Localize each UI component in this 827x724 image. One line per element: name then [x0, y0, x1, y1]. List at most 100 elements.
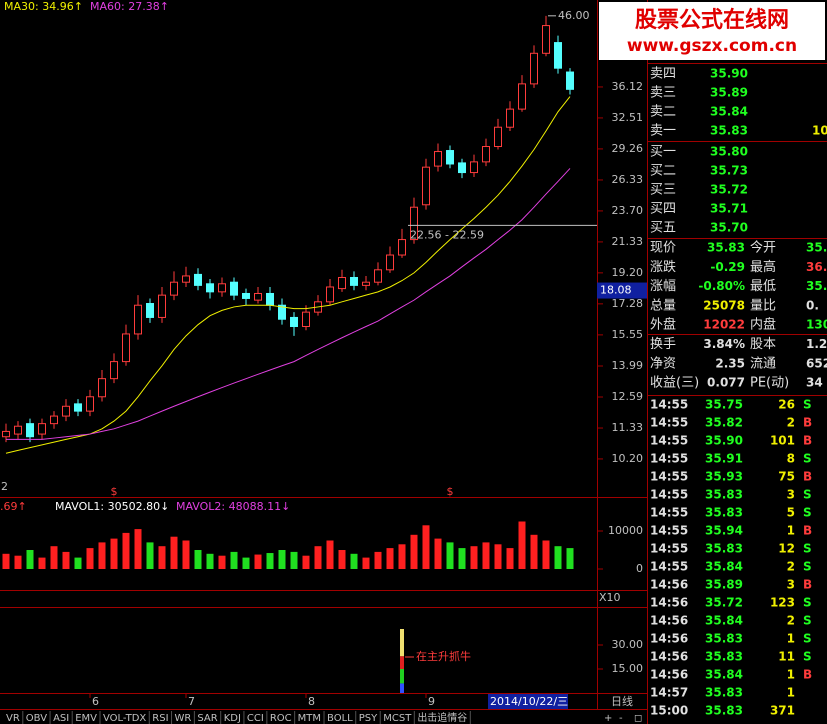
zoom-button[interactable]: -	[619, 713, 623, 724]
trade-price: 35.83	[705, 506, 743, 520]
quote-label: 涨幅	[650, 279, 676, 294]
indicator-tab[interactable]: SAR	[197, 713, 217, 724]
signal: $	[447, 485, 454, 498]
indicator-tab[interactable]: ASI	[53, 713, 69, 724]
indicator-tab[interactable]: MCST	[383, 713, 412, 724]
volume-bar	[230, 551, 238, 569]
volume-bar	[62, 551, 70, 569]
candle-body	[266, 292, 274, 306]
quote-label: 现价	[650, 241, 676, 256]
trade-price: 35.83	[705, 632, 743, 646]
y-tick-label: 29.26	[612, 142, 644, 155]
quote-label: 净资	[650, 356, 676, 371]
cursor-date: 2014/10/22/三	[490, 695, 568, 708]
indicator-tab[interactable]: MTM	[298, 713, 321, 724]
trade-side: B	[803, 578, 812, 592]
zoom-button[interactable]: +	[604, 713, 612, 724]
volume-bar	[182, 540, 190, 569]
book-label: 买四	[650, 202, 676, 217]
trade-volume: 1	[787, 632, 795, 646]
candle-body	[86, 396, 94, 412]
y-tick-label: 32.51	[612, 111, 644, 124]
volume-bar	[554, 546, 562, 569]
quote-value: 36.	[806, 260, 827, 274]
indicator-tab[interactable]: KDJ	[224, 713, 241, 724]
zoom-button[interactable]: ◻	[634, 713, 642, 724]
y-tick-label: 10.20	[612, 452, 644, 465]
trade-price: 35.84	[705, 614, 743, 628]
candle-body	[194, 273, 202, 286]
trade-price: 35.84	[705, 668, 743, 682]
trade-time: 14:55	[650, 560, 688, 574]
candle-body	[302, 311, 310, 327]
trade-volume: 26	[778, 398, 795, 412]
volume-bar	[518, 521, 526, 569]
indicator-tab[interactable]: PSY	[359, 713, 378, 724]
candle-body	[134, 304, 142, 335]
candle-body	[386, 254, 394, 271]
volume-bar	[422, 525, 430, 569]
trade-time: 14:56	[650, 596, 688, 610]
quote-label: PE(动)	[750, 376, 789, 391]
candle-body	[326, 286, 334, 303]
trade-side: S	[803, 452, 812, 466]
trade-time: 14:57	[650, 686, 688, 700]
quote-label: 总量	[650, 298, 676, 313]
trade-price: 35.83	[705, 650, 743, 664]
indicator-tab[interactable]: WR	[175, 713, 192, 724]
indicator-tab[interactable]: EMV	[75, 713, 97, 724]
quote-value: 12022	[703, 318, 745, 332]
indicator-tab[interactable]: OBV	[26, 713, 47, 724]
trade-side: B	[803, 416, 812, 430]
candle-body	[554, 42, 562, 69]
volume-bar	[2, 553, 10, 569]
trade-volume: 371	[770, 704, 795, 718]
indicator-segment	[400, 656, 404, 669]
trade-time: 14:55	[650, 452, 688, 466]
indicator-tab[interactable]: VOL-TDX	[103, 713, 146, 724]
x-tick-label: 6	[92, 695, 99, 708]
candle-body	[146, 303, 154, 318]
candle-body	[530, 52, 538, 85]
indicator-tab[interactable]: 出击追情谷	[417, 711, 467, 724]
candle-body	[470, 161, 478, 174]
indicator-tab[interactable]: VR	[6, 713, 20, 724]
indicator-tab[interactable]: BOLL	[327, 713, 353, 724]
trade-time: 14:56	[650, 668, 688, 682]
book-price: 35.80	[710, 145, 748, 159]
trade-volume: 75	[778, 470, 795, 484]
candle-body	[398, 239, 406, 256]
trade-volume: 123	[770, 596, 795, 610]
trade-side: S	[803, 506, 812, 520]
volume-bar	[266, 553, 274, 569]
candle-body	[74, 403, 82, 412]
indicator-segment	[400, 669, 404, 684]
cursor-date-box	[488, 694, 568, 709]
candle-body	[182, 275, 190, 283]
trade-time: 14:56	[650, 650, 688, 664]
candle-body	[446, 150, 454, 165]
trade-side: S	[803, 614, 812, 628]
book-label: 买一	[650, 145, 676, 160]
trade-price: 35.72	[705, 596, 743, 610]
quote-label: 最高	[750, 259, 776, 275]
quote-label: 今开	[750, 240, 776, 256]
indicator-tab[interactable]: RSI	[152, 713, 168, 724]
trade-time: 14:56	[650, 632, 688, 646]
volume-bar	[206, 553, 214, 569]
logo-box	[599, 2, 825, 60]
trade-volume: 1	[787, 686, 795, 700]
quote-value: 3.84%	[703, 337, 745, 351]
trade-time: 14:55	[650, 524, 688, 538]
candle-body	[338, 276, 346, 290]
quote-value: 2.35	[715, 356, 745, 370]
trade-time: 14:55	[650, 542, 688, 556]
volume-bar	[362, 557, 370, 569]
indicator-tab[interactable]: ROC	[270, 713, 292, 724]
indicator-tab[interactable]: CCI	[247, 713, 264, 724]
trade-price: 35.83	[705, 542, 743, 556]
trade-side: S	[803, 398, 812, 412]
quote-label: 流通	[750, 356, 776, 371]
ma-label: MA30: 34.96↑	[4, 0, 83, 13]
